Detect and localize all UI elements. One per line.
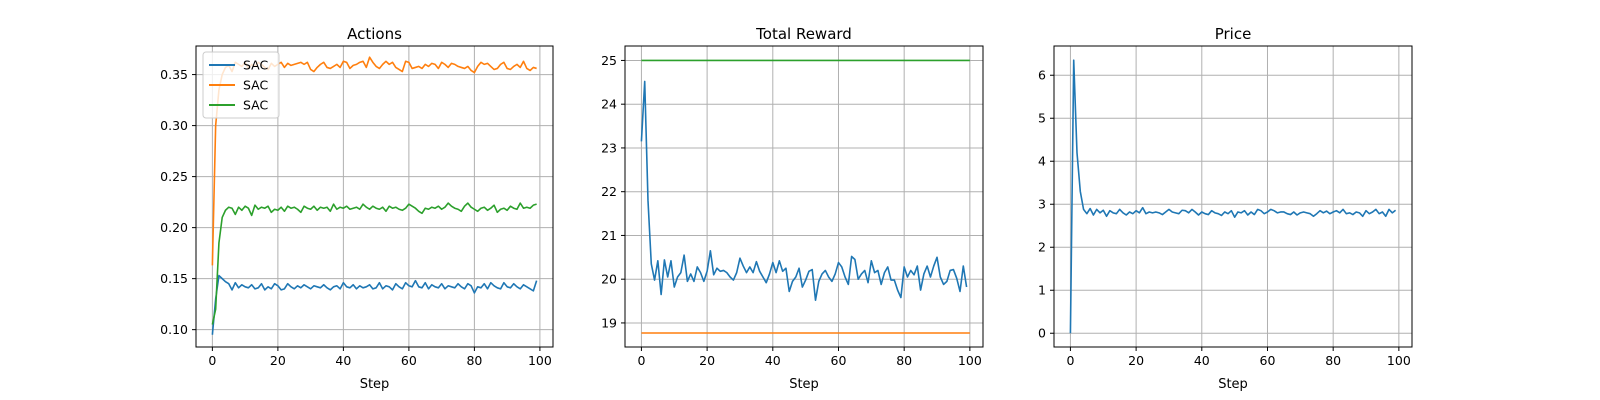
series-line-0 <box>1069 59 1397 334</box>
legend: SAC SAC SAC <box>202 51 280 119</box>
legend-label: SAC <box>243 98 268 113</box>
y-tick-label: 4 <box>1038 154 1046 169</box>
x-axis-label: Step <box>789 377 819 392</box>
x-tick-label: 100 <box>528 353 552 368</box>
x-tick-label: 60 <box>1260 353 1276 368</box>
x-tick-label: 80 <box>1325 353 1341 368</box>
y-tick-label: 0.30 <box>160 118 188 133</box>
x-tick-label: 80 <box>896 353 912 368</box>
subplot-title: Price <box>1215 25 1252 43</box>
series-line-0 <box>640 80 968 301</box>
y-tick-label: 0.15 <box>160 271 188 286</box>
y-tick-label: 1 <box>1038 283 1046 298</box>
y-tick-label: 5 <box>1038 111 1046 126</box>
subplot-price: Price Step 0 20 40 60 80 100 0 1 2 3 4 5 6 <box>1038 25 1413 392</box>
axes-frame <box>1053 45 1413 348</box>
subplot-title: Total Reward <box>755 25 852 43</box>
x-tick-label: 20 <box>270 353 286 368</box>
subplot-total-reward: Total Reward Step 0 20 40 60 80 100 19 20 21 22 23… <box>601 25 984 392</box>
subplot-title: Actions <box>347 25 402 43</box>
y-tick-label: 0.10 <box>160 322 188 337</box>
x-tick-label: 20 <box>1128 353 1144 368</box>
y-tick-label: 21 <box>601 228 617 243</box>
x-axis-label: Step <box>1218 377 1248 392</box>
y-tick-label: 2 <box>1038 240 1046 255</box>
axes-frame <box>624 45 984 348</box>
axes-frame <box>195 45 554 348</box>
x-tick-label: 80 <box>466 353 482 368</box>
legend-label: SAC <box>243 78 268 93</box>
y-tick-label: 24 <box>601 97 617 112</box>
y-tick-label: 0 <box>1038 326 1046 341</box>
x-tick-label: 0 <box>637 353 645 368</box>
x-tick-label: 100 <box>1387 353 1411 368</box>
y-tick-label: 25 <box>601 53 617 68</box>
y-tick-label: 0.35 <box>160 67 188 82</box>
y-tick-label: 20 <box>601 272 617 287</box>
y-tick-label: 0.20 <box>160 220 188 235</box>
x-tick-label: 40 <box>335 353 351 368</box>
x-tick-label: 60 <box>401 353 417 368</box>
y-tick-label: 23 <box>601 140 617 155</box>
y-tick-label: 0.25 <box>160 169 188 184</box>
x-tick-label: 20 <box>699 353 715 368</box>
x-tick-label: 0 <box>1066 353 1074 368</box>
subplot-actions: Actions Step 0 20 40 60 80 100 0.10 0.15 0.20 0.2… <box>160 25 554 392</box>
series-line-0 <box>211 274 538 335</box>
y-tick-label: 22 <box>601 184 617 199</box>
x-tick-label: 40 <box>1194 353 1210 368</box>
x-tick-label: 40 <box>765 353 781 368</box>
legend-box <box>202 51 280 119</box>
x-tick-label: 100 <box>958 353 982 368</box>
series-line-2 <box>211 202 537 325</box>
y-tick-label: 6 <box>1038 68 1046 83</box>
y-tick-label: 19 <box>601 315 617 330</box>
x-tick-label: 0 <box>208 353 216 368</box>
x-tick-label: 60 <box>831 353 847 368</box>
y-tick-label: 3 <box>1038 197 1046 212</box>
legend-label: SAC <box>243 58 268 73</box>
x-axis-label: Step <box>360 377 390 392</box>
